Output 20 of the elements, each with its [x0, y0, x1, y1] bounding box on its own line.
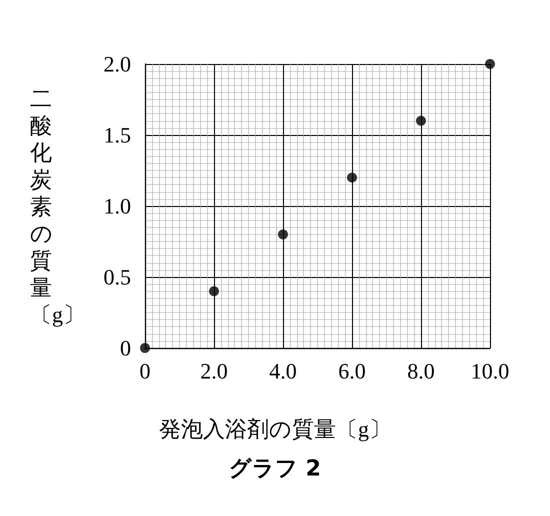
x-axis-title: 発泡入浴剤の質量〔g〕: [159, 416, 391, 442]
x-tick-label: 6.0: [338, 358, 366, 384]
y-tick-label: 1.5: [104, 122, 131, 148]
x-tick-label: 0: [140, 358, 150, 384]
point: [347, 172, 357, 183]
text: グラフ 2: [229, 456, 321, 482]
x-tick-label: 4.0: [269, 358, 297, 384]
point: [416, 116, 426, 126]
y-tick-label: 1.0: [104, 194, 131, 218]
x-tick-label: 8.0: [407, 358, 435, 384]
point: [209, 286, 219, 296]
x-tick-label: 2.0: [200, 358, 228, 384]
y-tick-label: 0: [120, 336, 131, 360]
text: 二酸化炭素の質量〔g〕: [30, 86, 85, 327]
y-tick-label: 0.5: [104, 264, 131, 290]
point: [140, 343, 150, 353]
point: [485, 59, 495, 69]
point: [278, 229, 288, 240]
x-tick-label: 10.0: [470, 358, 510, 384]
y-tick-label: 2.0: [104, 52, 131, 76]
